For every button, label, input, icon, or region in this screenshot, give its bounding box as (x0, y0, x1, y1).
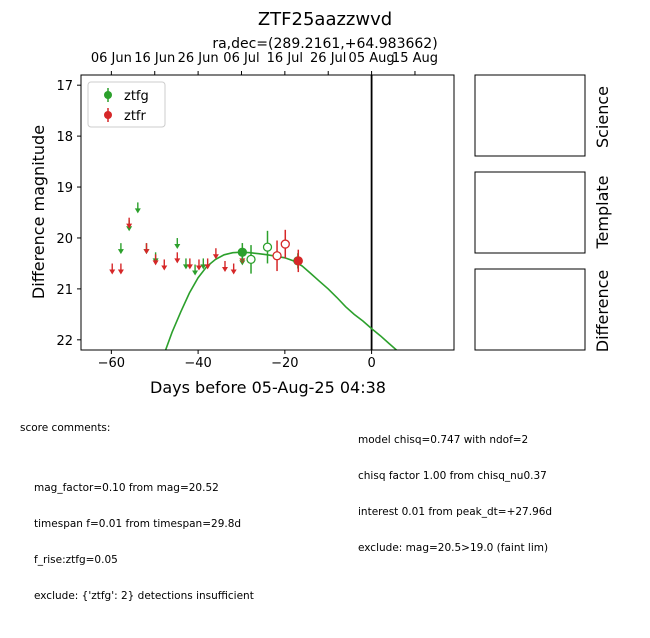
axes-frame (80, 74, 455, 351)
detection-ztfr (293, 249, 303, 273)
upper-limit-head (126, 223, 133, 229)
upper-limit-ztfg (117, 243, 124, 255)
y-tick-label: 18 (56, 130, 73, 145)
template-stamp-label: Template (593, 175, 612, 249)
legend-label: ztfg (124, 89, 149, 104)
upper-limit-head (117, 249, 124, 255)
score-comment-line: timespan f=0.01 from timespan=29.8d (34, 518, 242, 530)
upper-limit-head (109, 269, 116, 275)
upper-limit-head (221, 266, 228, 272)
upper-limit-ztfr (212, 248, 219, 260)
upper-limit-ztfr (152, 254, 159, 266)
x-tick-label: 0 (367, 356, 375, 371)
score-comments-heading: score comments: (20, 422, 111, 434)
score-comment-line: exclude: {'ztfg': 2} detections insuffic… (34, 590, 254, 602)
upper-limit-ztfg (134, 202, 141, 214)
upper-limit-head (192, 270, 199, 276)
top-axis-tick-label: 16 Jul (267, 51, 303, 66)
upper-limit-ztfr (204, 258, 211, 270)
upper-limit-head (195, 265, 202, 271)
upper-limit-ztfg (174, 238, 181, 250)
difference-stamp-label: Difference (593, 270, 612, 352)
detection-marker (280, 239, 290, 249)
top-axis-tick-label: 26 Jul (310, 51, 346, 66)
upper-limit-ztfr (221, 260, 228, 272)
top-axis-tick-label: 06 Jun (91, 51, 132, 66)
upper-limit-ztfr (143, 243, 150, 255)
score-comment-line: f_rise:ztfg=0.05 (34, 554, 118, 566)
x-tick-label: −60 (98, 356, 125, 371)
upper-limit-ztfr (230, 263, 237, 275)
top-axis-tick-label: 06 Jul (223, 51, 259, 66)
x-axis-label: Days before 05-Aug-25 04:38 (150, 378, 386, 397)
upper-limit-head (204, 264, 211, 270)
y-tick-label: 17 (56, 79, 73, 94)
chart-title: ZTF25aazzwvd (258, 9, 392, 30)
science-stamp (474, 74, 586, 157)
upper-limit-head (186, 264, 193, 270)
legend-label: ztfr (124, 109, 146, 124)
y-tick-label: 22 (56, 334, 73, 349)
upper-limit-head (152, 260, 159, 266)
legend-marker (104, 111, 112, 119)
top-axis-tick-label: 15 Aug (392, 51, 438, 66)
legend-marker (104, 91, 112, 99)
y-tick-label: 19 (56, 181, 73, 196)
upper-limit-ztfr (117, 263, 124, 275)
x-tick-label: −20 (271, 356, 298, 371)
upper-limit-ztfr (126, 217, 133, 229)
plot-area (109, 75, 398, 350)
upper-limit-ztfr (161, 259, 168, 271)
detection-ztfg (246, 245, 256, 274)
score-comment-line: mag_factor=0.10 from mag=20.52 (34, 482, 219, 494)
difference-stamp (474, 268, 586, 351)
chart-subtitle: ra,dec=(289.2161,+64.983662) (212, 36, 437, 52)
upper-limit-head (230, 269, 237, 275)
score-comments: score comments: mag_factor=0.10 from mag… (20, 398, 254, 638)
upper-limit-ztfr (195, 259, 202, 271)
upper-limit-head (174, 244, 181, 250)
top-axis-tick-label: 16 Jun (134, 51, 175, 66)
model-comment-line: model chisq=0.747 with ndof=2 (358, 434, 529, 446)
model-comment-line: interest 0.01 from peak_dt=+27.96d (358, 506, 553, 518)
detection-marker (262, 242, 273, 252)
detection-marker (272, 251, 282, 261)
model-comments: model chisq=0.747 with ndof=2 chisq fact… (358, 410, 552, 566)
upper-limit-head (126, 226, 133, 232)
upper-limit-ztfr (174, 252, 181, 264)
legend: ztfg ztfr (87, 81, 166, 128)
detection-ztfr (280, 229, 290, 259)
upper-limit-ztfr (186, 258, 193, 270)
model-comment-line: chisq factor 1.00 from chisq_nu0.37 (358, 470, 547, 482)
detection-ztfg (237, 243, 247, 262)
detection-marker (237, 247, 247, 257)
y-tick-label: 21 (56, 283, 73, 298)
top-axis-tick-label: 26 Jun (178, 51, 219, 66)
y-axis-label: Difference magnitude (29, 125, 48, 299)
upper-limit-head (161, 265, 168, 271)
upper-limit-head (174, 258, 181, 264)
lightcurve-plot: −60 −40 −20 0 17 18 19 20 21 22 06 Jun 16 Jun 26 Jun… (56, 51, 455, 371)
upper-limit-head (117, 269, 124, 275)
detection-ztfr (272, 240, 282, 272)
figure: ZTF25aazzwvd ra,dec=(289.2161,+64.983662… (29, 9, 612, 397)
upper-limit-head (143, 249, 150, 255)
template-stamp (474, 171, 586, 254)
upper-limit-head (212, 254, 219, 260)
model-comment-line: exclude: mag=20.5>19.0 (faint lim) (358, 542, 549, 554)
x-tick-label: −40 (184, 356, 211, 371)
upper-limit-ztfg (192, 264, 199, 276)
upper-limit-head (182, 264, 189, 270)
y-tick-label: 20 (56, 232, 73, 247)
upper-limit-head (134, 208, 141, 214)
science-stamp-label: Science (593, 86, 612, 148)
upper-limit-ztfr (109, 263, 116, 275)
detection-marker (246, 254, 256, 265)
top-axis-tick-label: 05 Aug (349, 51, 395, 66)
upper-limit-ztfg (182, 258, 189, 270)
detection-ztfg (262, 230, 273, 264)
detection-marker (293, 256, 303, 266)
